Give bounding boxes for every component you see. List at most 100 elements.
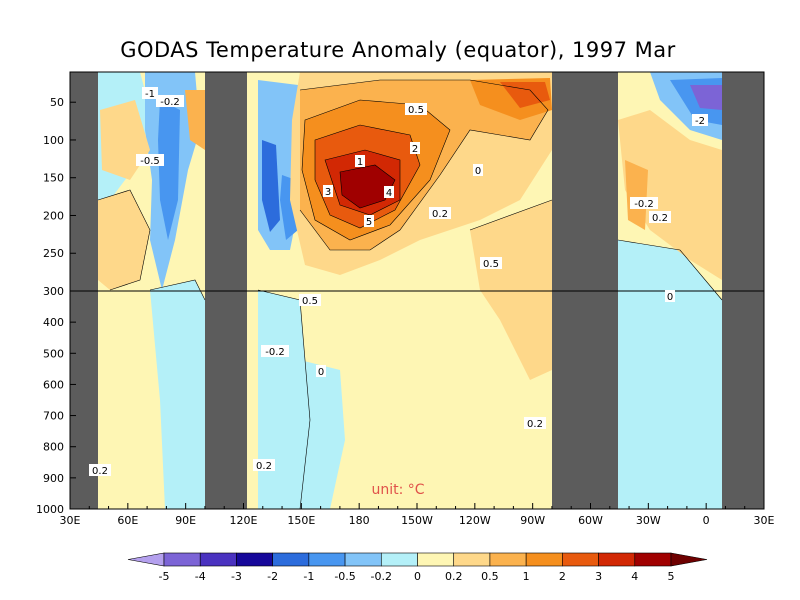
y-tick-label: 700: [43, 410, 64, 423]
field-blue-wpac-deep: [258, 290, 310, 509]
x-tick-label: 90E: [175, 514, 196, 527]
y-tick-label: 400: [43, 316, 64, 329]
contour-labels: -2 -1 -0.5 -0.2 0 0.2 0.5 1 2 3 4 5 0.2 0.5 -0.2 0 0.2 0.…: [89, 87, 708, 477]
svg-text:0.2: 0.2: [92, 466, 108, 477]
contour-label: -2: [692, 114, 708, 127]
x-tick-label: 120W: [459, 514, 491, 527]
field-warm-epac-5: [340, 165, 395, 208]
svg-text:1: 1: [357, 157, 363, 168]
colorbar-segment: [525, 552, 563, 567]
colorbar-label: 0: [414, 570, 421, 583]
contour-label: 1: [355, 155, 365, 168]
field-blue-indian-core: [158, 100, 180, 240]
contour-label: 0.2: [524, 417, 546, 430]
field-blue-cpac-lower: [300, 360, 345, 509]
svg-text:-0.2: -0.2: [265, 347, 285, 358]
x-tick-label: 60E: [117, 514, 138, 527]
colorbar-label: 3: [595, 570, 602, 583]
svg-text:0.2: 0.2: [256, 461, 272, 472]
colorbar-label: 1: [523, 570, 530, 583]
contour-label: -0.5: [136, 154, 164, 167]
svg-text:0.5: 0.5: [302, 296, 318, 307]
svg-text:2: 2: [412, 144, 418, 155]
y-tick-label: 800: [43, 441, 64, 454]
colorbar-segment: [236, 552, 273, 567]
x-axis: 30E 60E 90E 120E 150E 180 150W 120W 90W 60W 30W 0 30…: [60, 503, 775, 527]
colorbar-segment: [380, 552, 418, 567]
colorbar-label: -3: [231, 570, 242, 583]
contour-label: 3: [323, 185, 333, 198]
colorbar-segment: [634, 552, 672, 567]
colorbar: -5 -4 -3 -2 -1 -0.5 -0.2 0 0.2 0.5 1 2 3 4 5: [127, 552, 708, 583]
contour-label: -1: [142, 87, 158, 100]
contour-label: 0: [316, 365, 326, 378]
y-tick-label: 200: [43, 209, 64, 222]
colorbar-segment: [344, 552, 382, 567]
colorbar-segment: [199, 552, 237, 567]
y-tick-label: 300: [43, 285, 64, 298]
colorbar-label: 5: [668, 570, 675, 583]
colorbar-label: 4: [631, 570, 638, 583]
contour-lines: [97, 79, 723, 509]
svg-text:-1: -1: [145, 89, 155, 100]
contour-label: 0.5: [299, 294, 321, 307]
field-warm-epac-east2: [500, 82, 550, 108]
y-tick-label: 500: [43, 347, 64, 360]
svg-text:5: 5: [366, 217, 372, 228]
x-tick-label: 180: [349, 514, 370, 527]
field-blue-indian-deep: [150, 280, 205, 509]
colorbar-label: -5: [159, 570, 170, 583]
y-tick-label: 600: [43, 378, 64, 391]
contour-label: 0.2: [649, 211, 671, 224]
colorbar-segment: [163, 552, 201, 567]
colorbar-label: -1: [303, 570, 314, 583]
colorbar-segment: [670, 552, 708, 567]
y-tick-label: 1000: [36, 503, 64, 516]
field-cold-atlantic3: [690, 85, 722, 110]
field-warm-indian-upper: [185, 90, 205, 150]
plot-area: [70, 72, 764, 509]
colorbar-segment: [598, 552, 636, 567]
svg-text:0.5: 0.5: [483, 259, 499, 270]
contour-label: -0.2: [156, 95, 184, 108]
svg-text:0: 0: [475, 166, 481, 177]
contour-label: 2: [410, 142, 420, 155]
x-tick-label: 30E: [754, 514, 775, 527]
colorbar-segment: [127, 552, 165, 567]
colorbar-label: 0.2: [445, 570, 463, 583]
contour-label: 0.2: [429, 207, 451, 220]
contour-label: 4: [384, 186, 394, 199]
x-tick-label: 0: [703, 514, 710, 527]
colorbar-segment: [308, 552, 346, 567]
field-warm-atlantic: [618, 110, 722, 280]
x-tick-label: 150W: [401, 514, 433, 527]
svg-text:3: 3: [325, 187, 331, 198]
y-tick-label: 900: [43, 472, 64, 485]
svg-text:4: 4: [386, 188, 392, 199]
svg-text:-2: -2: [695, 116, 705, 127]
contour-label: 0: [665, 290, 675, 303]
svg-text:0: 0: [667, 292, 673, 303]
field-blue-atlantic: [618, 240, 722, 509]
field-blue-wpac-core: [262, 140, 280, 232]
colorbar-segment: [562, 552, 599, 567]
svg-text:-0.5: -0.5: [140, 156, 160, 167]
y-tick-label: 150: [43, 172, 64, 185]
field-warm-atlantic-core: [625, 160, 648, 230]
contour-label: -0.2: [261, 345, 289, 358]
colorbar-label: -4: [195, 570, 206, 583]
colorbar-label: -0.2: [371, 570, 392, 583]
contour-label: -0.2: [630, 197, 658, 210]
x-tick-label: 30W: [636, 514, 661, 527]
contour-label: 0.2: [89, 464, 111, 477]
x-tick-label: 150E: [287, 514, 315, 527]
x-tick-label: 120E: [230, 514, 258, 527]
colorbar-segment: [489, 552, 527, 567]
colorbar-segment: [272, 552, 310, 567]
contour-label: 0: [473, 164, 483, 177]
svg-text:0.2: 0.2: [527, 419, 543, 430]
svg-text:0.2: 0.2: [652, 213, 668, 224]
chart-title: GODAS Temperature Anomaly (equator), 199…: [120, 38, 676, 62]
colorbar-segment: [453, 552, 491, 567]
